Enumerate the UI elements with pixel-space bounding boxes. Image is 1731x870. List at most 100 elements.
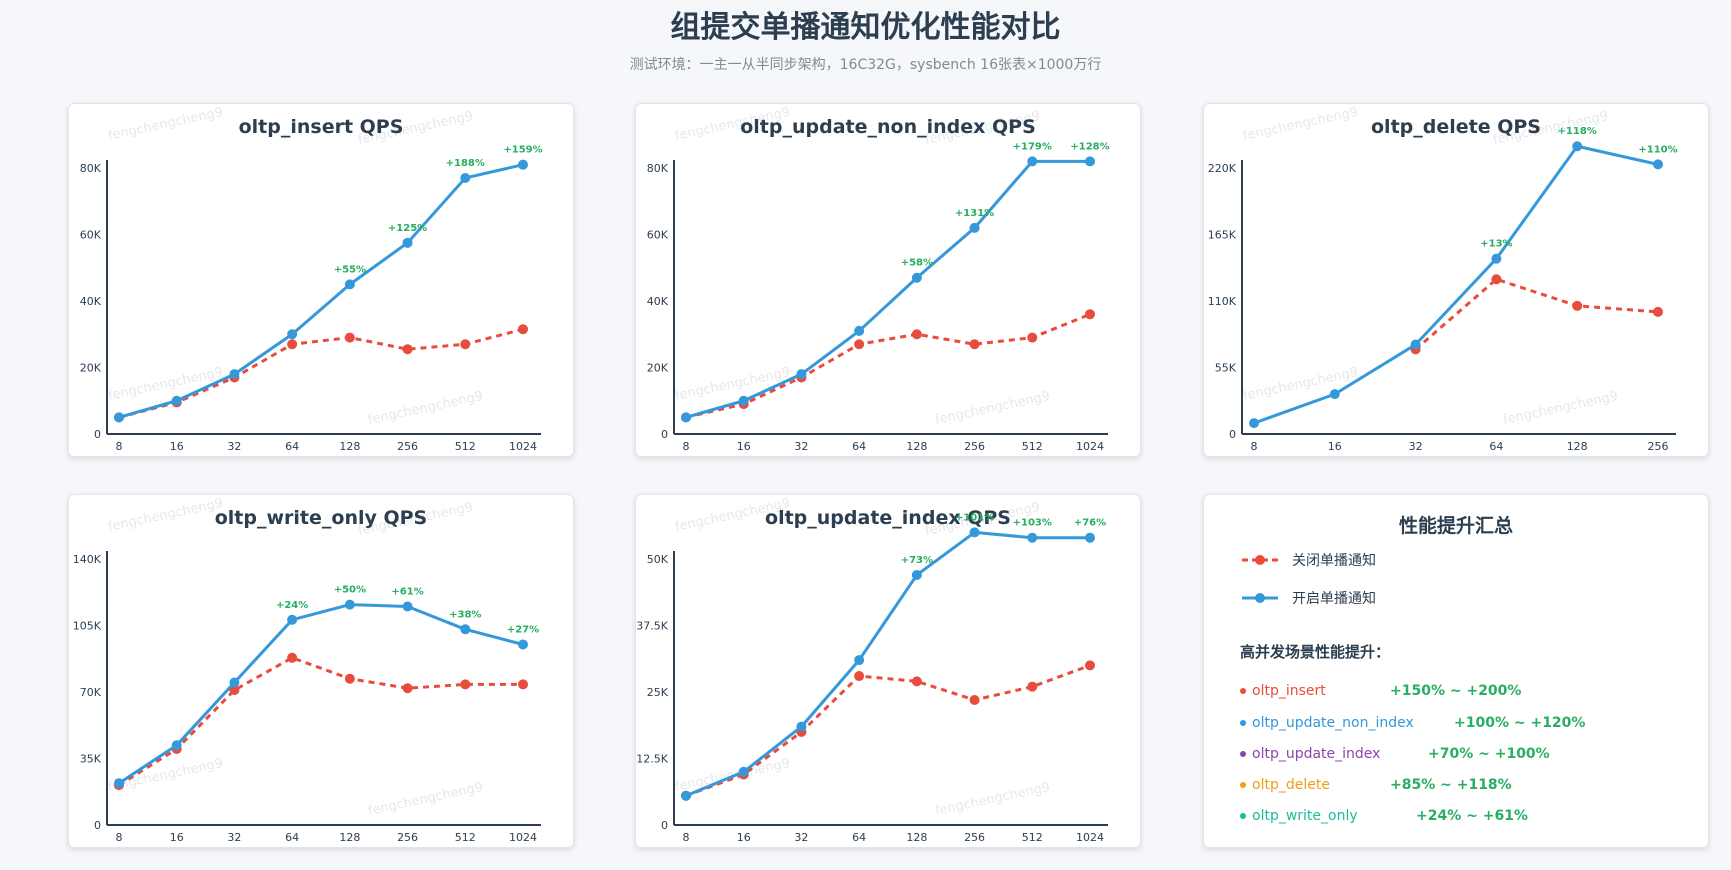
series-on-point [681, 790, 691, 801]
series-off-point [287, 652, 298, 663]
chart-card-oltp-insert: fengchengcheng9 fengchengcheng9 fengchengc… [68, 103, 574, 457]
series-off-point [1572, 300, 1583, 311]
series-off-point [1027, 332, 1038, 343]
series-on-point [1249, 418, 1259, 429]
summary-card: 性能提升汇总 关闭单播通知 开启单播通知 高并发场景性能提升： oltp_ins… [1203, 494, 1709, 848]
y-tick-label: 70K [80, 686, 102, 699]
series-on-point [854, 655, 865, 666]
series-on-point [969, 527, 980, 538]
bullet-icon [1240, 782, 1246, 788]
improvement-label: +58% [901, 258, 933, 269]
x-tick-label: 256 [397, 831, 418, 844]
series-on-point [1027, 156, 1038, 167]
legend-swatch-dashed-icon [1242, 555, 1278, 565]
x-tick-label: 32 [227, 831, 241, 844]
x-tick-label: 16 [737, 440, 751, 453]
legend-swatch-solid-icon [1242, 593, 1278, 603]
series-on-point [460, 624, 471, 635]
summary-range: +24% ~ +61% [1416, 808, 1528, 824]
watermark-text: fengchengcheng9 [107, 105, 225, 144]
improvement-label: +38% [449, 609, 481, 620]
y-tick-label: 60K [80, 229, 102, 242]
series-off-point [969, 339, 980, 350]
series-on-point [171, 395, 182, 406]
x-tick-label: 128 [906, 440, 927, 453]
series-on-point [402, 237, 413, 248]
summary-row-update-non-index: oltp_update_non_index +100% ~ +120% [1240, 713, 1585, 733]
chart-card-oltp-delete: fengchengcheng9 fengchengcheng9 fengchengc… [1203, 103, 1709, 457]
series-on-point [171, 740, 182, 751]
series-off-point [460, 339, 471, 350]
summary-name: oltp_write_only [1252, 808, 1358, 824]
chart-title: oltp_write_only QPS [215, 507, 428, 529]
series-on-point [1572, 141, 1583, 152]
series-off-point [287, 339, 298, 350]
series-off-point [1085, 309, 1095, 320]
y-tick-label: 0 [1229, 428, 1236, 441]
chart-oltp-update-index: fengchengcheng9 fengchengcheng9fengchengc… [636, 496, 1108, 844]
y-tick-label: 220K [1208, 162, 1237, 175]
series-on-line [118, 603, 524, 785]
x-tick-label: 512 [1022, 440, 1043, 453]
y-tick-label: 37.5K [636, 620, 668, 633]
x-tick-label: 64 [285, 831, 299, 844]
improvement-label: +61% [391, 587, 423, 598]
summary-range: +100% ~ +120% [1454, 715, 1586, 731]
series-on-point [969, 222, 980, 233]
x-tick-label: 32 [227, 440, 241, 453]
series-off-point [1027, 681, 1038, 692]
chart-title: oltp_update_index QPS [765, 507, 1011, 529]
series-on-point [402, 601, 413, 612]
y-tick-label: 105K [73, 620, 102, 633]
watermark-text: fengchengcheng9 [107, 756, 225, 795]
y-tick-label: 0 [94, 819, 101, 832]
summary-row-update-index: oltp_update_index +70% ~ +100% [1240, 744, 1550, 764]
x-tick-label: 32 [794, 831, 808, 844]
series-on-point [738, 395, 749, 406]
series-on-point [911, 569, 922, 580]
y-tick-label: 60K [647, 229, 669, 242]
series-on-line [1253, 144, 1659, 425]
series-on-point [229, 677, 240, 688]
y-tick-label: 110K [1208, 295, 1237, 308]
watermark-text: fengchengcheng9 [1502, 389, 1620, 428]
watermark-text: fengchengcheng9 [934, 780, 1052, 819]
chart-title: oltp_insert QPS [239, 116, 404, 138]
series-on-point [114, 778, 124, 789]
series-off-point [344, 332, 355, 343]
series-on-point [1085, 532, 1095, 543]
series-off-point [911, 329, 922, 340]
y-tick-label: 40K [647, 295, 669, 308]
series-on-line [685, 530, 1090, 798]
series-off-point [854, 671, 865, 682]
x-tick-label: 8 [1251, 440, 1258, 453]
watermark-text: fengchengcheng9 [934, 389, 1052, 428]
improvement-label: +13% [1480, 239, 1512, 250]
summary-name: oltp_delete [1252, 777, 1330, 793]
x-tick-label: 64 [852, 831, 866, 844]
series-off-line [685, 663, 1091, 798]
series-on-point [1027, 532, 1038, 543]
improvement-label: +73% [901, 555, 933, 566]
x-tick-label: 1024 [1076, 831, 1104, 844]
series-off-point [854, 339, 865, 350]
x-tick-label: 256 [964, 440, 985, 453]
series-on-point [854, 325, 865, 336]
series-off-point [344, 673, 355, 684]
improvement-label: +110% [1638, 144, 1677, 155]
summary-range: +150% ~ +200% [1390, 683, 1522, 699]
series-on-point [344, 599, 355, 610]
improvement-label: +128% [1070, 141, 1109, 152]
summary-name: oltp_update_non_index [1252, 715, 1414, 731]
series-on-point [287, 329, 298, 340]
series-on-point [229, 369, 240, 380]
y-tick-label: 35K [80, 753, 102, 766]
watermark-text: fengchengcheng9 [367, 389, 485, 428]
series-on-line [685, 159, 1090, 419]
y-tick-label: 0 [94, 428, 101, 441]
improvement-label: +118% [1558, 126, 1597, 137]
legend-item-off: 关闭单播通知 [1240, 549, 1376, 571]
x-tick-label: 16 [1328, 440, 1342, 453]
series-on-point [681, 412, 691, 423]
